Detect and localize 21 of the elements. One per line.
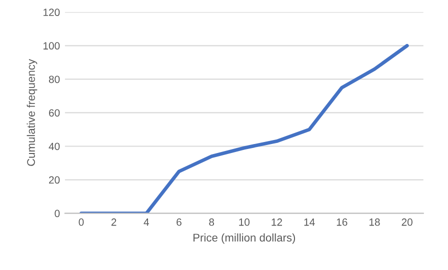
line-series: [80, 44, 409, 214]
y-tick-label: 120: [44, 8, 60, 16]
x-tick-label: 18: [369, 218, 380, 226]
x-tick-label: 6: [176, 218, 182, 226]
y-tick-label: 40: [48, 142, 60, 150]
x-axis-title: Price (million dollars): [194, 233, 296, 244]
x-tick-label: 20: [402, 218, 412, 226]
y-tick-label: 20: [49, 176, 60, 184]
y-axis-title: Cumulative frequency: [26, 59, 38, 166]
x-tick-label: 16: [336, 218, 348, 226]
x-tick-label: 12: [272, 218, 282, 226]
x-tick-label: 10: [239, 218, 250, 226]
y-tick-label: 0: [54, 210, 60, 218]
x-tick-label: 4: [144, 218, 150, 226]
y-tick-label: 60: [49, 109, 60, 117]
x-tick-label: 14: [304, 218, 315, 226]
x-tick-label: 8: [209, 218, 214, 226]
y-tick-label: 100: [44, 42, 60, 50]
x-tick-label: 0: [78, 218, 84, 226]
x-tick-label: 2: [111, 218, 116, 226]
y-tick-label: 80: [48, 76, 60, 84]
